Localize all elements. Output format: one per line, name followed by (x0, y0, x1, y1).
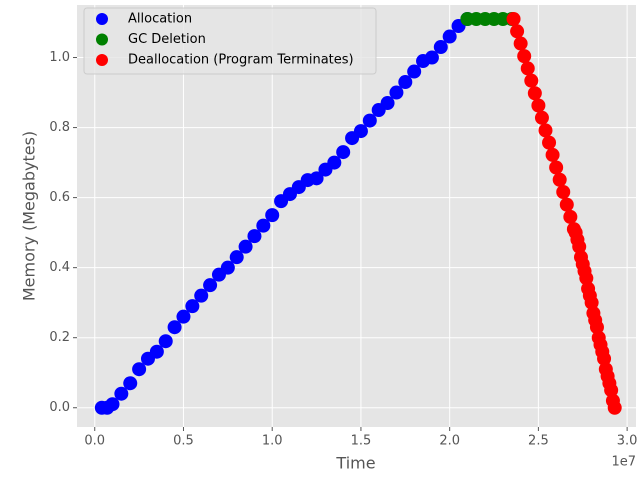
scatter-point (572, 239, 587, 254)
scatter-point (203, 278, 218, 293)
scatter-point (538, 123, 553, 138)
x-tick-label: 1.0 (262, 434, 283, 449)
scatter-point (542, 135, 557, 150)
y-tick-label: 0.0 (49, 400, 70, 415)
y-tick-label: 0.8 (49, 120, 70, 135)
legend-label: Allocation (128, 12, 192, 27)
scatter-point (584, 295, 599, 310)
legend-label: GC Deletion (128, 32, 206, 47)
y-tick-label: 0.2 (49, 330, 70, 345)
scatter-point (527, 86, 542, 101)
x-offset-label: 1e7 (611, 455, 636, 470)
scatter-point (362, 113, 377, 128)
legend-marker (96, 13, 108, 25)
scatter-point (389, 85, 404, 100)
scatter-point (327, 155, 342, 170)
x-tick-label: 3.0 (617, 434, 638, 449)
scatter-point (597, 351, 612, 366)
scatter-point (105, 397, 120, 412)
scatter-point (520, 61, 535, 76)
scatter-point (506, 12, 521, 27)
scatter-point (531, 98, 546, 113)
scatter-point (176, 309, 191, 324)
x-tick-label: 0.5 (173, 434, 194, 449)
scatter-point (238, 239, 253, 254)
scatter-point (556, 185, 571, 200)
scatter-point (247, 229, 262, 244)
x-tick-label: 2.5 (528, 434, 549, 449)
y-tick-label: 0.6 (49, 190, 70, 205)
scatter-point (158, 334, 173, 349)
scatter-point (534, 110, 549, 125)
x-tick-label: 2.0 (439, 434, 460, 449)
scatter-point (167, 320, 182, 335)
scatter-point (256, 218, 271, 233)
x-tick-label: 0.0 (84, 434, 105, 449)
scatter-point (604, 383, 619, 398)
scatter-point (433, 40, 448, 55)
scatter-point (579, 271, 594, 286)
scatter-point (559, 197, 574, 212)
scatter-point (185, 299, 200, 314)
scatter-point (424, 50, 439, 65)
scatter-point (229, 250, 244, 265)
plot-area (77, 5, 636, 427)
scatter-point (114, 386, 129, 401)
y-tick-label: 0.4 (49, 260, 70, 275)
x-axis-label: Time (335, 454, 375, 473)
scatter-point (442, 29, 457, 44)
scatter-point (220, 260, 235, 275)
legend-box (83, 7, 377, 75)
legend-marker (96, 54, 108, 66)
scatter-point (398, 75, 413, 90)
scatter-point (517, 49, 532, 64)
scatter-point (563, 209, 578, 224)
scatter-point (524, 73, 539, 88)
scatter-point (549, 160, 564, 175)
scatter-point (123, 376, 138, 391)
scatter-point (510, 24, 525, 39)
scatter-point (194, 288, 209, 303)
scatter-point (589, 320, 604, 335)
scatter-point (552, 172, 567, 187)
y-axis-label: Memory (Megabytes) (20, 131, 39, 301)
y-tick-label: 1.0 (49, 50, 70, 65)
legend-label: Deallocation (Program Terminates) (128, 53, 354, 68)
x-tick-label: 1.5 (351, 434, 372, 449)
scatter-point (265, 208, 280, 223)
scatter-point (513, 36, 528, 51)
scatter-point (309, 171, 324, 186)
scatter-point (407, 64, 422, 79)
scatter-point (545, 147, 560, 162)
scatter-point (149, 344, 164, 359)
scatter-point (132, 362, 147, 377)
legend-marker (96, 33, 108, 46)
scatter-point (607, 400, 622, 415)
scatter-point (353, 124, 368, 139)
scatter-point (380, 96, 395, 111)
scatter-point (336, 145, 351, 160)
